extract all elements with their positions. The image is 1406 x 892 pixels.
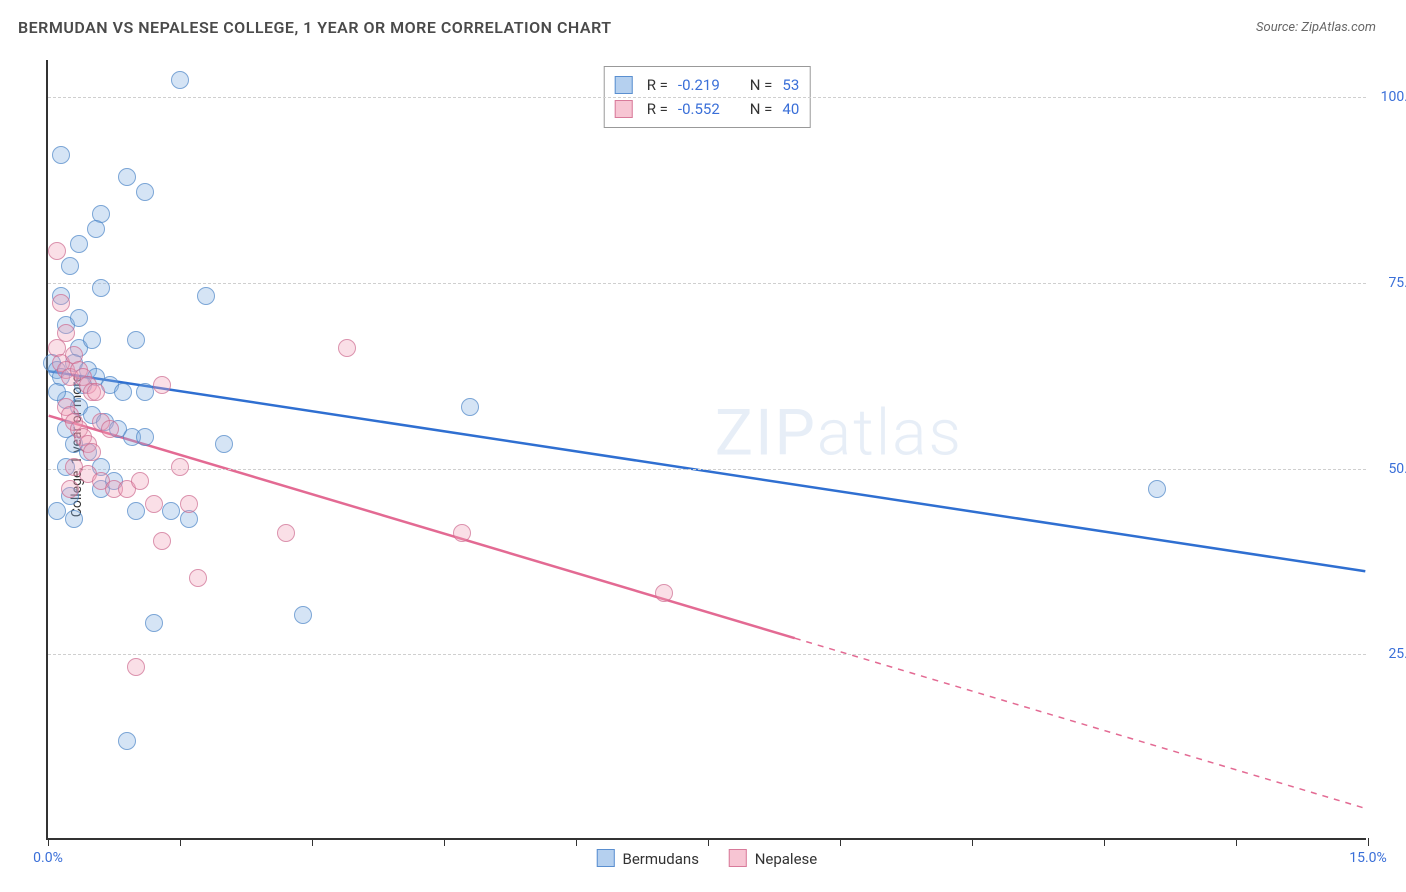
data-point: [127, 502, 145, 520]
swatch-blue-icon: [597, 849, 615, 867]
watermark-bold: ZIP: [715, 396, 817, 471]
y-tick-label: 100.0%: [1371, 89, 1406, 105]
series-legend: Bermudans Nepalese: [597, 849, 817, 868]
watermark-thin: atlas: [817, 396, 963, 471]
x-tick: [840, 838, 841, 846]
x-tick-label: 0.0%: [33, 850, 63, 866]
data-point: [453, 524, 471, 542]
watermark: ZIPatlas: [715, 396, 963, 471]
source-label: Source: ZipAtlas.com: [1256, 20, 1376, 35]
legend-label: Bermudans: [623, 850, 699, 868]
data-point: [61, 257, 79, 275]
data-point: [145, 614, 163, 632]
data-point: [1148, 480, 1166, 498]
data-point: [136, 183, 154, 201]
data-point: [127, 331, 145, 349]
stats-row: R = -0.219 N = 53: [615, 73, 800, 97]
legend-item: Bermudans: [597, 849, 699, 868]
data-point: [48, 242, 66, 260]
gridline: [48, 654, 1366, 655]
data-point: [127, 658, 145, 676]
y-tick-label: 25.0%: [1371, 646, 1406, 662]
data-point: [136, 428, 154, 446]
gridline: [48, 97, 1366, 98]
data-point: [70, 309, 88, 327]
x-tick: [1236, 838, 1237, 846]
r-value: -0.219: [678, 73, 720, 97]
x-tick: [444, 838, 445, 846]
n-value: 53: [782, 73, 799, 97]
data-point: [52, 294, 70, 312]
data-point: [101, 420, 119, 438]
data-point: [153, 532, 171, 550]
data-point: [92, 279, 110, 297]
x-tick: [180, 838, 181, 846]
data-point: [65, 510, 83, 528]
legend-item: Nepalese: [729, 849, 817, 868]
x-tick: [312, 838, 313, 846]
data-point: [171, 71, 189, 89]
y-tick-label: 75.0%: [1371, 275, 1406, 291]
data-point: [87, 383, 105, 401]
swatch-pink-icon: [729, 849, 747, 867]
chart-title: BERMUDAN VS NEPALESE COLLEGE, 1 YEAR OR …: [18, 18, 612, 37]
data-point: [83, 443, 101, 461]
data-point: [197, 287, 215, 305]
swatch-blue-icon: [615, 76, 633, 94]
data-point: [655, 584, 673, 602]
y-tick-label: 50.0%: [1371, 461, 1406, 477]
swatch-pink-icon: [615, 100, 633, 118]
n-label: N =: [750, 73, 773, 97]
data-point: [180, 495, 198, 513]
data-point: [70, 235, 88, 253]
data-point: [215, 435, 233, 453]
x-tick-label: 15.0%: [1349, 850, 1387, 866]
x-tick: [576, 838, 577, 846]
data-point: [294, 606, 312, 624]
n-value: 40: [782, 97, 799, 121]
data-point: [61, 480, 79, 498]
data-point: [114, 383, 132, 401]
data-point: [189, 569, 207, 587]
data-point: [277, 524, 295, 542]
data-point: [52, 146, 70, 164]
data-point: [461, 398, 479, 416]
data-point: [145, 495, 163, 513]
trend-lines: [48, 60, 1366, 838]
data-point: [338, 339, 356, 357]
x-tick: [48, 838, 49, 846]
data-point: [131, 472, 149, 490]
data-point: [153, 376, 171, 394]
x-tick: [972, 838, 973, 846]
x-tick: [708, 838, 709, 846]
data-point: [118, 732, 136, 750]
n-label: N =: [750, 97, 773, 121]
data-point: [136, 383, 154, 401]
stats-row: R = -0.552 N = 40: [615, 97, 800, 121]
data-point: [48, 502, 66, 520]
r-label: R =: [647, 97, 668, 121]
r-label: R =: [647, 73, 668, 97]
data-point: [118, 168, 136, 186]
data-point: [83, 331, 101, 349]
data-point: [171, 458, 189, 476]
data-point: [87, 220, 105, 238]
gridline: [48, 469, 1366, 470]
data-point: [162, 502, 180, 520]
r-value: -0.552: [678, 97, 720, 121]
gridline: [48, 283, 1366, 284]
x-tick: [1104, 838, 1105, 846]
x-tick: [1368, 838, 1369, 846]
legend-label: Nepalese: [755, 850, 818, 868]
plot-area: ZIPatlas R = -0.219 N = 53 R = -0.552 N …: [46, 60, 1366, 840]
